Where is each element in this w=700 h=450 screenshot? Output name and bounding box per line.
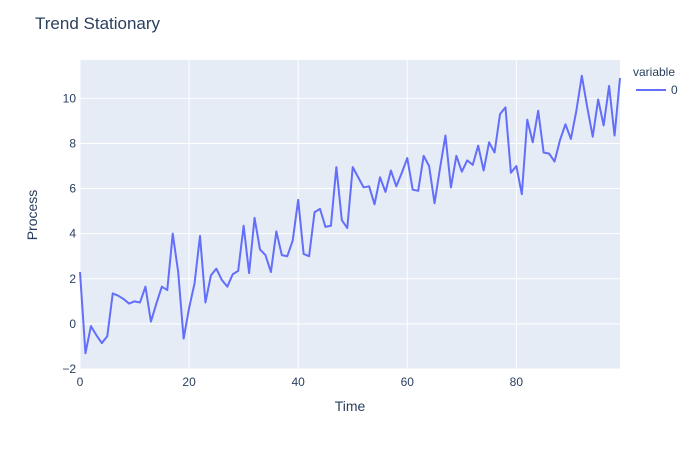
y-tick-label: 4 <box>69 227 76 241</box>
chart-title: Trend Stationary <box>35 14 161 33</box>
x-gridlines <box>79 60 517 369</box>
x-axis-title: Time <box>335 398 366 414</box>
y-tick-labels: −2 0 2 4 6 8 10 <box>62 91 76 376</box>
y-axis-title: Process <box>24 190 40 241</box>
x-tick-label: 80 <box>510 375 524 389</box>
y-tick-label: 8 <box>69 136 76 150</box>
x-tick-labels: 0 20 40 60 80 <box>77 375 524 389</box>
legend-title: variable <box>633 65 675 79</box>
series-layer <box>79 74 621 355</box>
x-tick-label: 60 <box>401 375 415 389</box>
y-gridlines <box>80 97 620 370</box>
legend[interactable]: variable 0 <box>633 65 678 97</box>
x-tick-label: 0 <box>77 375 84 389</box>
series-line <box>79 74 621 355</box>
plot-area <box>80 60 620 369</box>
y-tick-label: 0 <box>69 317 76 331</box>
y-tick-label: 6 <box>69 182 76 196</box>
x-tick-label: 20 <box>182 375 196 389</box>
y-tick-label: 2 <box>69 272 76 286</box>
y-tick-label: 10 <box>63 91 77 105</box>
y-tick-label: −2 <box>62 362 76 376</box>
legend-item-label: 0 <box>671 83 678 97</box>
x-tick-label: 40 <box>292 375 306 389</box>
